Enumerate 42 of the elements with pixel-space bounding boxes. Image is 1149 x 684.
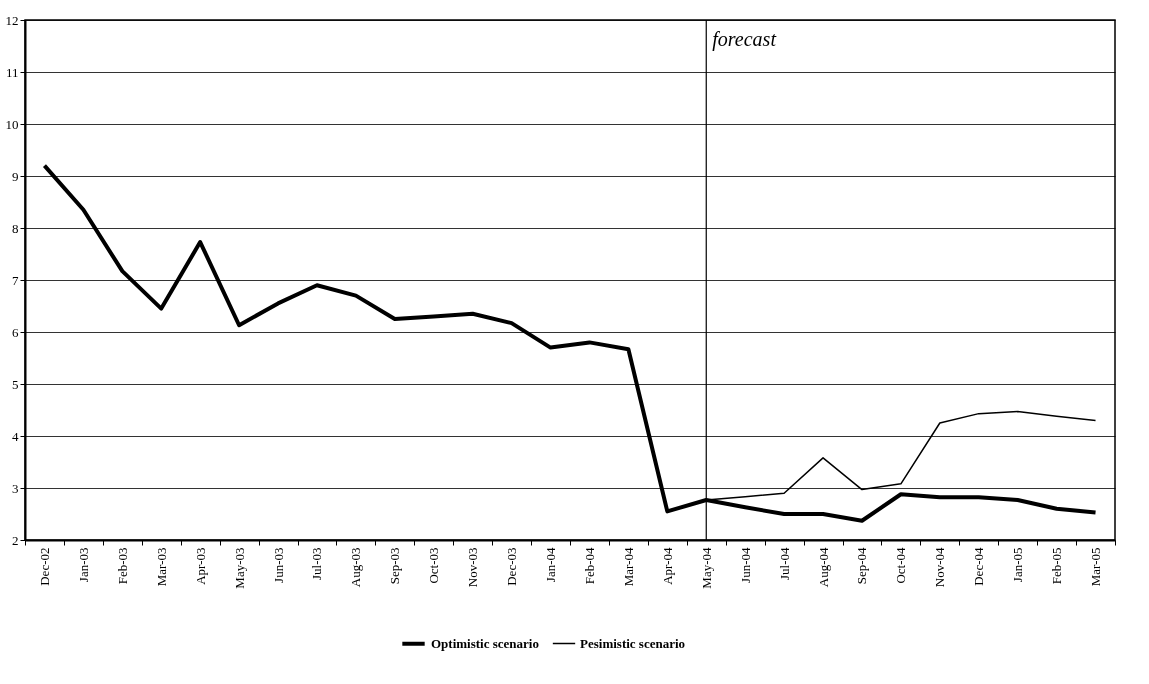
y-tick-label: 8	[12, 220, 19, 236]
x-tick-label: Apr-03	[192, 547, 208, 585]
x-tick-label: May-04	[698, 547, 714, 589]
x-tick-label: Sep-03	[387, 547, 403, 585]
y-tick-label: 11	[5, 64, 19, 80]
y-tick-label: 10	[5, 116, 19, 132]
x-tick-label: Feb-03	[114, 547, 130, 585]
x-tick-label: Jul-03	[309, 547, 325, 580]
legend-label: Optimistic scenario	[431, 635, 539, 651]
y-tick-label: 4	[12, 428, 19, 444]
x-tick-label: Jun-03	[270, 547, 286, 583]
y-tick-label: 3	[12, 480, 19, 496]
x-tick-label: Feb-04	[581, 547, 597, 585]
x-tick-label: Nov-03	[465, 547, 481, 588]
x-tick-label: Oct-03	[426, 547, 442, 584]
x-tick-label: Aug-03	[348, 547, 364, 588]
x-tick-label: Jun-04	[737, 547, 753, 583]
x-tick-label: Jan-05	[1010, 547, 1026, 583]
y-tick-label: 9	[12, 168, 19, 184]
x-tick-label: Nov-04	[932, 547, 948, 588]
y-tick-label: 2	[12, 532, 19, 548]
x-tick-label: Dec-03	[504, 547, 520, 586]
x-tick-label: Jul-04	[776, 547, 792, 580]
y-tick-label: 5	[12, 376, 19, 392]
x-tick-label: Apr-04	[659, 547, 675, 585]
x-tick-label: Jan-03	[75, 547, 91, 583]
x-tick-label: Aug-04	[815, 547, 831, 588]
y-tick-label: 7	[12, 272, 19, 288]
x-tick-label: May-03	[231, 547, 247, 589]
x-tick-label: Dec-04	[971, 547, 987, 586]
x-tick-label: Jan-04	[543, 547, 559, 583]
legend-label: Pesimistic scenario	[580, 635, 686, 651]
x-tick-label: Feb-05	[1049, 547, 1065, 585]
y-tick-label: 12	[5, 12, 19, 28]
ref-line-label: forecast	[712, 28, 777, 51]
x-tick-label: Mar-04	[620, 547, 636, 587]
x-tick-label: Mar-05	[1088, 547, 1104, 587]
x-tick-label: Mar-03	[153, 547, 169, 587]
y-tick-label: 6	[12, 324, 19, 340]
x-tick-label: Oct-04	[893, 547, 909, 584]
x-tick-label: Sep-04	[854, 547, 870, 585]
x-tick-label: Dec-02	[36, 547, 52, 586]
